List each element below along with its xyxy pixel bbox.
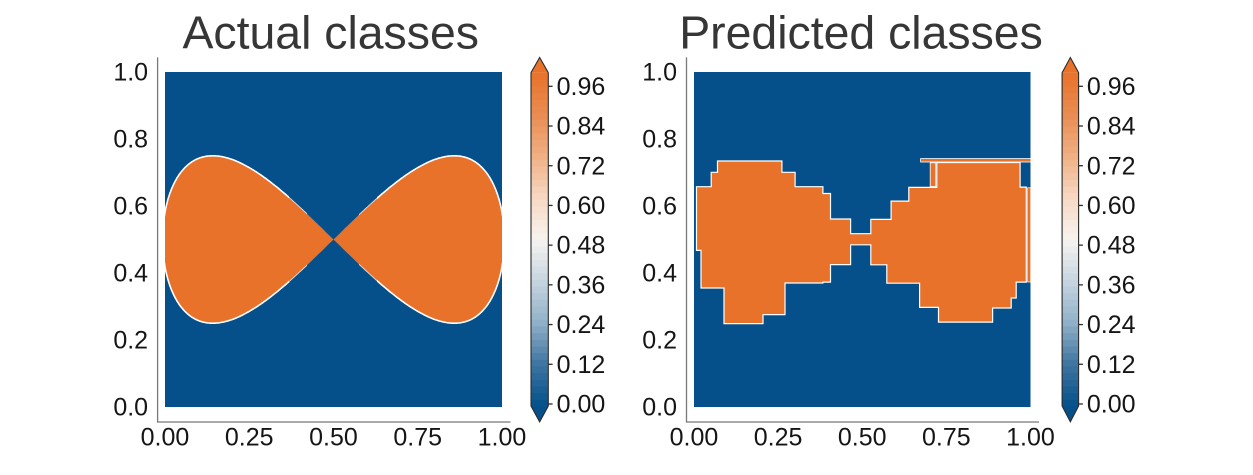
svg-text:0.36: 0.36 (557, 271, 606, 299)
svg-text:Actual classes: Actual classes (182, 7, 479, 59)
svg-text:0.60: 0.60 (1087, 192, 1136, 220)
svg-text:0.00: 0.00 (141, 424, 190, 452)
svg-text:0.36: 0.36 (1087, 271, 1136, 299)
svg-text:0.00: 0.00 (670, 424, 719, 452)
svg-text:0.00: 0.00 (557, 391, 606, 419)
svg-text:0.75: 0.75 (922, 424, 971, 452)
svg-text:0.25: 0.25 (225, 424, 274, 452)
svg-text:0.50: 0.50 (309, 424, 358, 452)
svg-text:0.72: 0.72 (557, 152, 606, 180)
svg-text:0.6: 0.6 (113, 193, 148, 221)
svg-text:0.25: 0.25 (754, 424, 803, 452)
svg-text:0.12: 0.12 (1087, 351, 1136, 379)
svg-text:1.00: 1.00 (1006, 424, 1055, 452)
svg-text:0.0: 0.0 (642, 394, 677, 422)
svg-text:0.0: 0.0 (113, 394, 148, 422)
svg-text:0.48: 0.48 (557, 232, 606, 260)
svg-text:0.84: 0.84 (557, 113, 606, 141)
svg-text:0.8: 0.8 (113, 126, 148, 154)
svg-text:0.24: 0.24 (1087, 311, 1136, 339)
svg-text:0.8: 0.8 (642, 126, 677, 154)
svg-text:0.4: 0.4 (642, 260, 677, 288)
svg-text:0.00: 0.00 (1087, 391, 1136, 419)
svg-text:0.96: 0.96 (1087, 73, 1136, 101)
svg-text:1.0: 1.0 (113, 59, 148, 87)
svg-text:0.60: 0.60 (557, 192, 606, 220)
svg-text:1.00: 1.00 (478, 424, 527, 452)
svg-text:Predicted classes: Predicted classes (679, 7, 1043, 59)
svg-text:1.0: 1.0 (642, 59, 677, 87)
svg-text:0.96: 0.96 (557, 73, 606, 101)
svg-text:0.50: 0.50 (838, 424, 887, 452)
svg-text:0.2: 0.2 (113, 327, 148, 355)
svg-text:0.2: 0.2 (642, 327, 677, 355)
svg-text:0.75: 0.75 (393, 424, 442, 452)
svg-text:0.4: 0.4 (113, 260, 148, 288)
svg-text:0.12: 0.12 (557, 351, 606, 379)
svg-text:0.24: 0.24 (557, 311, 606, 339)
svg-text:0.84: 0.84 (1087, 113, 1136, 141)
svg-text:0.48: 0.48 (1087, 232, 1136, 260)
svg-text:0.6: 0.6 (642, 193, 677, 221)
svg-text:0.72: 0.72 (1087, 152, 1136, 180)
